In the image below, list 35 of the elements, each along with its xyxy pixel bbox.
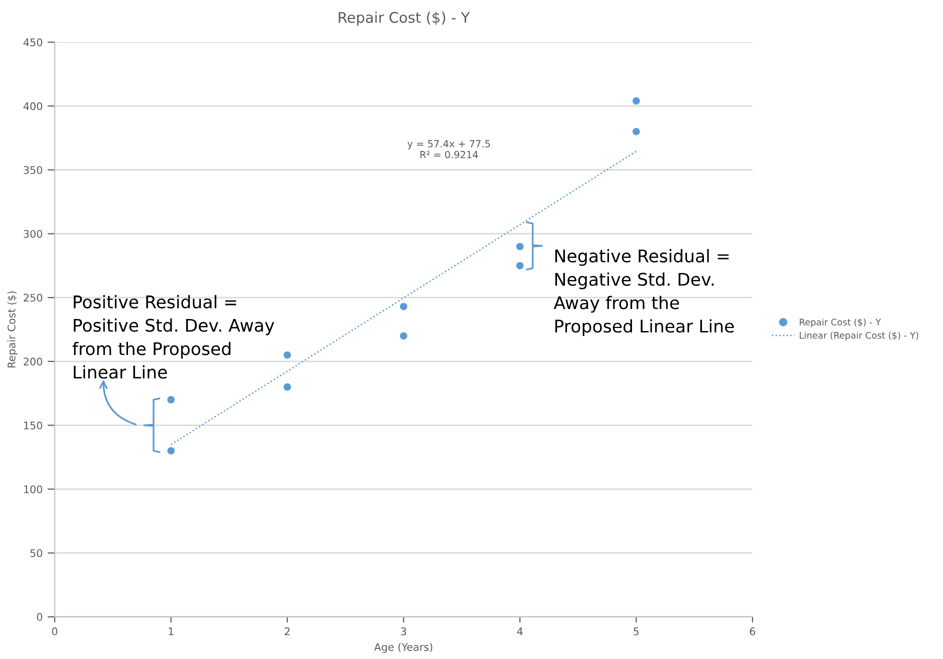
y-tick-label: 200 bbox=[24, 358, 42, 366]
point bbox=[632, 97, 640, 105]
x-axis-title: Age (Years) bbox=[374, 642, 432, 653]
point bbox=[167, 447, 175, 454]
annotation: Negative Residual = Negative Std. Dev. Away from the Proposed Linear Line bbox=[554, 249, 734, 336]
x-tick-label: 2 bbox=[284, 627, 290, 636]
x-tick-label: 4 bbox=[517, 628, 523, 636]
x-tick-label: 1 bbox=[168, 628, 174, 636]
y-tick-label: 150 bbox=[24, 422, 42, 430]
annotation: Positive Residual = Positive Std. Dev. Away from the Proposed Linear Line bbox=[72, 295, 274, 379]
annotation: y = 57.4x + 77.5 R² = 0.9214 bbox=[408, 140, 490, 158]
point bbox=[516, 242, 524, 250]
x-tick-label: 5 bbox=[634, 628, 639, 636]
legend-label: Linear (Repair Cost ($) - Y) bbox=[800, 332, 918, 340]
y-tick-label: 400 bbox=[24, 102, 42, 110]
y-tick-label: 250 bbox=[24, 294, 42, 302]
y-axis-title: Repair Cost ($) bbox=[7, 291, 18, 368]
y-tick-label: 100 bbox=[24, 485, 42, 494]
x-tick-label: 3 bbox=[401, 627, 406, 636]
y-tick-label: 0 bbox=[36, 613, 42, 621]
point bbox=[632, 128, 640, 136]
point bbox=[400, 332, 408, 340]
point bbox=[400, 302, 408, 310]
chart-title: Repair Cost ($) - Y bbox=[338, 12, 470, 26]
point bbox=[516, 262, 524, 270]
point bbox=[284, 383, 291, 391]
y-tick-label: 450 bbox=[24, 38, 42, 46]
point bbox=[167, 396, 175, 404]
y-tick-label: 50 bbox=[30, 549, 42, 558]
x-tick-label: 0 bbox=[52, 627, 58, 636]
legend-label: Repair Cost ($) - Y bbox=[800, 318, 881, 328]
x-tick-label: 6 bbox=[750, 627, 756, 636]
point bbox=[284, 351, 291, 359]
y-tick-label: 300 bbox=[24, 230, 42, 238]
y-tick-label: 350 bbox=[24, 166, 42, 174]
